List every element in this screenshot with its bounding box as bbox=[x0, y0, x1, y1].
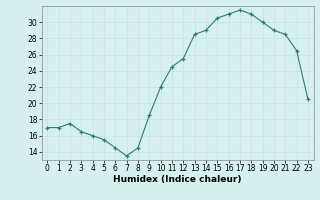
X-axis label: Humidex (Indice chaleur): Humidex (Indice chaleur) bbox=[113, 175, 242, 184]
